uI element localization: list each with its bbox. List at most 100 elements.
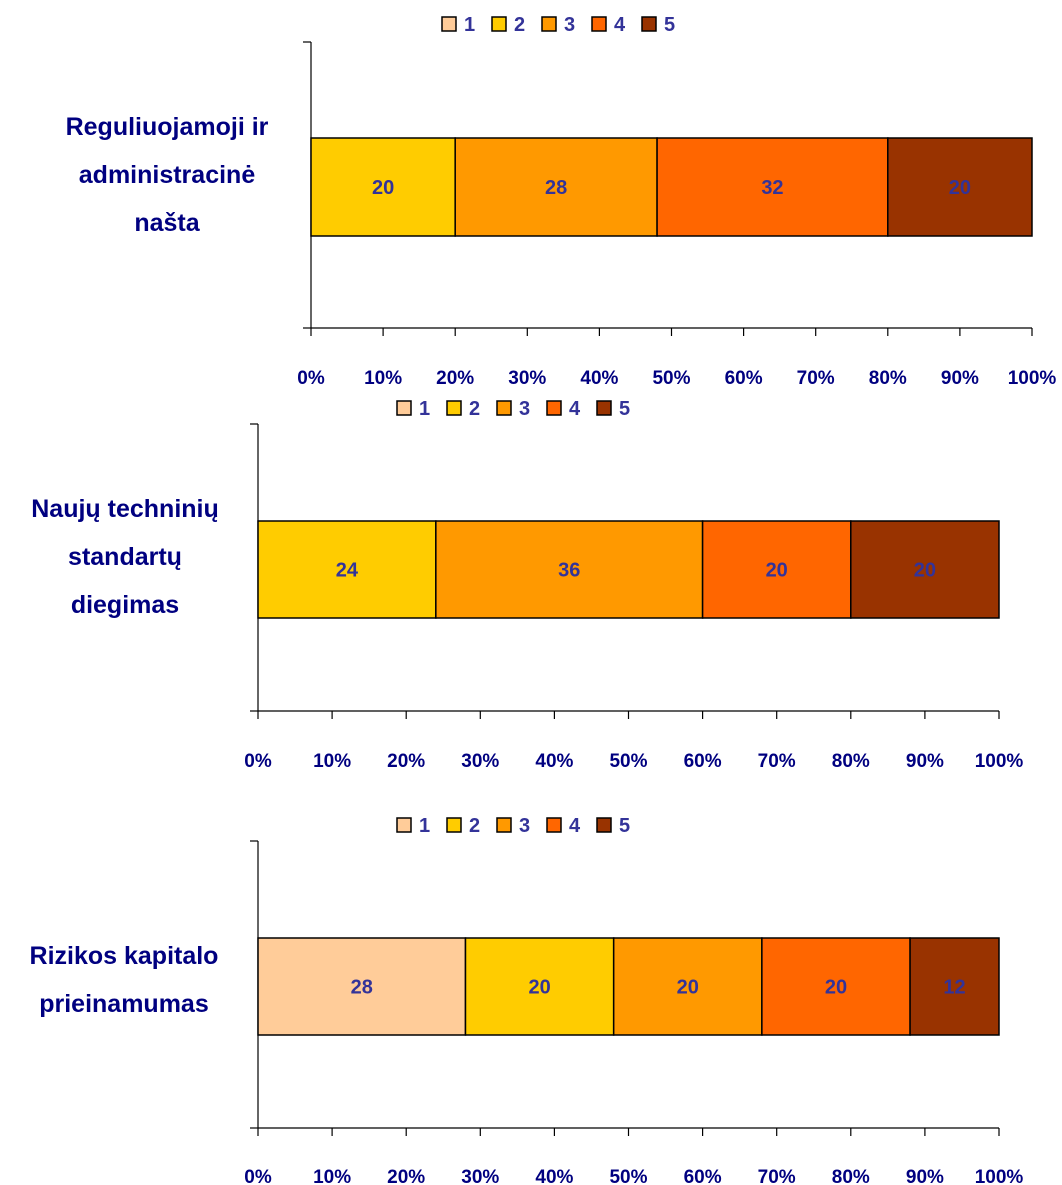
legend-label-3: 3: [564, 14, 575, 36]
x-tick-label: 60%: [684, 1167, 722, 1185]
legend-swatch-4: [546, 817, 562, 833]
bar-segment-4: [761, 937, 911, 1036]
legend-label-5: 5: [619, 815, 630, 837]
legend-swatch-3: [496, 817, 512, 833]
legend-label-3: 3: [519, 398, 530, 420]
x-tick-label: 10%: [313, 1167, 351, 1185]
data-label-3: 28: [545, 177, 567, 199]
legend: 1 2 3 4 5: [396, 398, 630, 420]
x-tick-label: 50%: [652, 368, 690, 389]
x-tick-label: 60%: [725, 368, 763, 389]
data-label-2: 20: [372, 177, 394, 199]
legend-label-5: 5: [619, 398, 630, 420]
bar-segment-5: [887, 137, 1033, 237]
x-tick-label: 70%: [758, 751, 796, 772]
x-tick-label: 60%: [684, 751, 722, 772]
bar-segment-2: [257, 520, 437, 619]
x-tick-label: 80%: [832, 1167, 870, 1185]
legend: 1 2 3 4 5: [441, 14, 675, 36]
chart-panel-3: 1 2 3 4 50% 10% 20% 30% 40% 50% 60% 70% 80% 90% 100%Ri…: [30, 815, 1024, 1185]
bar-segment-4: [701, 520, 852, 619]
category-label: Naujų techninių: [31, 495, 219, 523]
data-label-4: 32: [761, 177, 783, 199]
legend-swatch-2: [491, 16, 507, 32]
legend-swatch-1: [396, 400, 412, 416]
x-tick-label: 10%: [364, 368, 402, 389]
legend-label-1: 1: [419, 398, 430, 420]
x-tick-label: 30%: [461, 1167, 499, 1185]
bar-segment-3: [435, 520, 704, 619]
chart-panel-1: 1 2 3 4 50% 10% 20% 30% 40% 50% 60% 70% 80% 90% 100%Re…: [66, 14, 1057, 389]
x-tick-label: 0%: [244, 751, 272, 772]
legend-swatch-1: [396, 817, 412, 833]
x-tick-label: 50%: [609, 1167, 647, 1185]
legend-label-1: 1: [419, 815, 430, 837]
legend-label-1: 1: [464, 14, 475, 36]
category-label: diegimas: [71, 591, 179, 619]
legend-label-2: 2: [514, 14, 525, 36]
legend-label-4: 4: [569, 815, 581, 837]
data-label-5: 20: [914, 560, 936, 582]
legend-swatch-5: [641, 16, 657, 32]
bar-segment-1: [257, 937, 467, 1036]
legend-label-3: 3: [519, 815, 530, 837]
legend-label-4: 4: [614, 14, 626, 36]
data-label-4: 20: [766, 560, 788, 582]
legend-label-4: 4: [569, 398, 581, 420]
chart-panel-2: 1 2 3 4 50% 10% 20% 30% 40% 50% 60% 70% 80% 90% 100%Na…: [31, 398, 1023, 772]
x-tick-label: 80%: [832, 751, 870, 772]
x-tick-label: 0%: [297, 368, 325, 389]
legend-label-5: 5: [664, 14, 675, 36]
category-label: Rizikos kapitalo: [30, 942, 219, 970]
category-label: standartų: [68, 543, 182, 571]
data-label-1: 28: [351, 977, 373, 999]
legend-label-2: 2: [469, 815, 480, 837]
legend-swatch-3: [496, 400, 512, 416]
legend-swatch-2: [446, 817, 462, 833]
data-label-3: 20: [677, 977, 699, 999]
bar-segment-5: [850, 520, 1000, 619]
legend-swatch-4: [591, 16, 607, 32]
x-tick-label: 0%: [244, 1167, 272, 1185]
bar-segment-5: [909, 937, 1000, 1036]
legend-swatch-5: [596, 817, 612, 833]
category-label: Reguliuojamoji ir: [66, 113, 269, 141]
legend-swatch-2: [446, 400, 462, 416]
x-tick-label: 90%: [941, 368, 979, 389]
legend-label-2: 2: [469, 398, 480, 420]
x-tick-label: 40%: [535, 1167, 573, 1185]
x-tick-label: 40%: [580, 368, 618, 389]
data-label-2: 24: [336, 560, 359, 582]
category-label: prieinamumas: [39, 990, 209, 1018]
x-tick-label: 70%: [797, 368, 835, 389]
bar-segment-4: [656, 137, 889, 237]
x-tick-label: 40%: [535, 751, 573, 772]
x-tick-label: 30%: [508, 368, 546, 389]
data-label-5: 12: [943, 977, 965, 999]
legend-swatch-3: [541, 16, 557, 32]
x-tick-label: 90%: [906, 1167, 944, 1185]
legend: 1 2 3 4 5: [396, 815, 630, 837]
category-label: našta: [134, 209, 200, 237]
x-tick-label: 70%: [758, 1167, 796, 1185]
x-tick-label: 20%: [436, 368, 474, 389]
legend-swatch-1: [441, 16, 457, 32]
data-label-3: 36: [558, 560, 580, 582]
x-tick-label: 100%: [1008, 368, 1057, 389]
data-label-5: 20: [949, 177, 971, 199]
x-tick-label: 90%: [906, 751, 944, 772]
data-label-2: 20: [528, 977, 550, 999]
x-tick-label: 30%: [461, 751, 499, 772]
x-tick-label: 20%: [387, 751, 425, 772]
legend-swatch-5: [596, 400, 612, 416]
x-tick-label: 100%: [975, 751, 1024, 772]
x-tick-label: 100%: [975, 1167, 1024, 1185]
x-tick-label: 50%: [609, 751, 647, 772]
legend-swatch-4: [546, 400, 562, 416]
x-tick-label: 10%: [313, 751, 351, 772]
category-label: administracinė: [79, 161, 256, 189]
x-tick-label: 20%: [387, 1167, 425, 1185]
data-label-4: 20: [825, 977, 847, 999]
